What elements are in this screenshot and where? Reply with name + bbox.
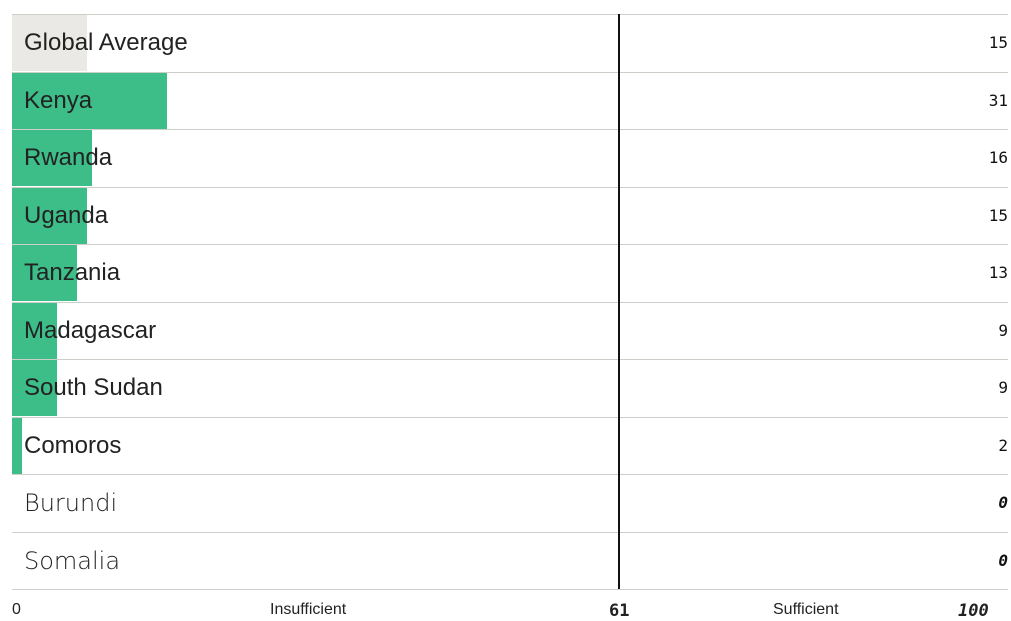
axis-min-label: 0 xyxy=(12,601,21,618)
value-label: 0 xyxy=(998,550,1008,570)
bar xyxy=(12,187,87,244)
row-divider xyxy=(12,531,1008,533)
row-divider xyxy=(12,186,1008,188)
category-label: Burundi xyxy=(24,489,118,517)
category-label: Rwanda xyxy=(24,144,113,171)
chart-row: Somalia 0 xyxy=(12,532,1008,589)
bar xyxy=(12,245,77,301)
value-label: 2 xyxy=(998,435,1008,455)
category-label: Comoros xyxy=(24,431,122,459)
chart-row: South Sudan 9 xyxy=(12,359,1008,416)
bar xyxy=(12,360,57,416)
value-label: 9 xyxy=(998,378,1008,397)
value-label: 15 xyxy=(988,205,1008,225)
category-label: Uganda xyxy=(24,201,109,229)
zone-label-sufficient: Sufficient xyxy=(773,601,839,618)
chart-row: Uganda 15 xyxy=(12,187,1008,244)
threshold-label: 61 xyxy=(609,601,630,621)
value-label: 15 xyxy=(988,33,1008,52)
chart-row: Burundi 0 xyxy=(12,474,1008,531)
threshold-line xyxy=(618,14,620,589)
value-label: 31 xyxy=(988,90,1008,110)
value-label: 13 xyxy=(988,263,1008,282)
value-label: 16 xyxy=(988,148,1008,167)
bar xyxy=(12,417,22,474)
chart-row: Tanzania 13 xyxy=(12,244,1008,301)
category-label: Madagascar xyxy=(24,316,157,344)
category-label: Global Average xyxy=(24,29,188,56)
bar xyxy=(12,15,87,71)
chart-row: Rwanda 16 xyxy=(12,129,1008,186)
value-label: 9 xyxy=(998,320,1008,340)
row-divider xyxy=(12,71,1008,73)
value-label: 0 xyxy=(998,493,1008,512)
zone-label-insufficient: Insufficient xyxy=(270,601,347,618)
bar xyxy=(12,302,57,359)
bar xyxy=(12,130,92,186)
chart-row: Madagascar 9 xyxy=(12,302,1008,359)
row-divider xyxy=(12,474,1008,475)
axis-max-label: 100 xyxy=(958,601,989,621)
category-label: Somalia xyxy=(24,546,121,575)
row-divider xyxy=(12,589,1008,590)
category-label: Tanzania xyxy=(24,259,121,286)
row-divider xyxy=(12,244,1008,245)
chart-row: Comoros 2 xyxy=(12,417,1008,474)
row-divider xyxy=(12,14,1008,15)
bar xyxy=(12,72,167,129)
category-label: South Sudan xyxy=(24,374,163,401)
row-divider xyxy=(12,359,1008,360)
row-divider xyxy=(12,129,1008,130)
category-label: Kenya xyxy=(24,86,93,114)
row-divider xyxy=(12,301,1008,303)
chart-row: Kenya 31 xyxy=(12,72,1008,129)
row-divider xyxy=(12,416,1008,418)
chart-row: Global Average 15 xyxy=(12,14,1008,71)
